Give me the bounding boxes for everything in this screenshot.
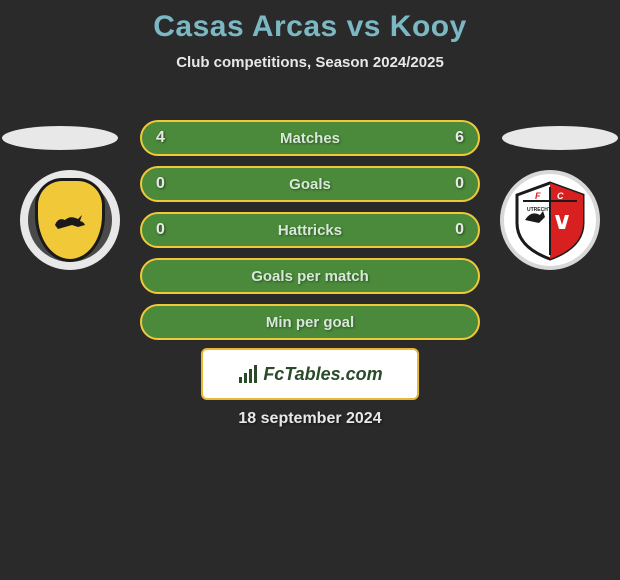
stats-panel: 4 Matches 6 0 Goals 0 0 Hattricks 0 Goal… xyxy=(140,120,480,350)
stat-row-goals: 0 Goals 0 xyxy=(140,166,480,202)
stat-row-gpm: Goals per match xyxy=(140,258,480,294)
comparison-title: Casas Arcas vs Kooy xyxy=(0,0,620,44)
stat-label: Min per goal xyxy=(266,314,354,331)
cambuur-shield xyxy=(35,178,105,262)
stat-row-mpg: Min per goal xyxy=(140,304,480,340)
stat-right-value: 0 xyxy=(444,221,464,239)
stat-label: Goals xyxy=(289,176,331,193)
brand-text: FcTables.com xyxy=(263,364,382,385)
stat-row-hattricks: 0 Hattricks 0 xyxy=(140,212,480,248)
stat-right-value: 0 xyxy=(444,175,464,193)
stat-left-value: 4 xyxy=(156,129,176,147)
date-label: 18 september 2024 xyxy=(238,410,381,428)
stat-label: Hattricks xyxy=(278,222,342,239)
stat-label: Goals per match xyxy=(251,268,369,285)
stat-right-value: 6 xyxy=(444,129,464,147)
team-badge-left xyxy=(20,170,120,270)
stat-left-value: 0 xyxy=(156,175,176,193)
svg-text:UTRECHT: UTRECHT xyxy=(527,207,551,213)
chart-icon xyxy=(237,363,259,385)
stat-label: Matches xyxy=(280,130,340,147)
ellipse-right-decor xyxy=(502,126,618,150)
stat-left-value: 0 xyxy=(156,221,176,239)
ellipse-left-decor xyxy=(2,126,118,150)
stat-row-matches: 4 Matches 6 xyxy=(140,120,480,156)
team-badge-right: F C UTRECHT xyxy=(500,170,600,270)
svg-text:C: C xyxy=(557,191,564,201)
cambuur-animal-icon xyxy=(50,207,90,233)
comparison-subtitle: Club competitions, Season 2024/2025 xyxy=(0,54,620,71)
utrecht-shield-icon: F C UTRECHT xyxy=(505,175,595,265)
brand-label[interactable]: FcTables.com xyxy=(201,348,419,400)
svg-text:F: F xyxy=(535,191,541,201)
